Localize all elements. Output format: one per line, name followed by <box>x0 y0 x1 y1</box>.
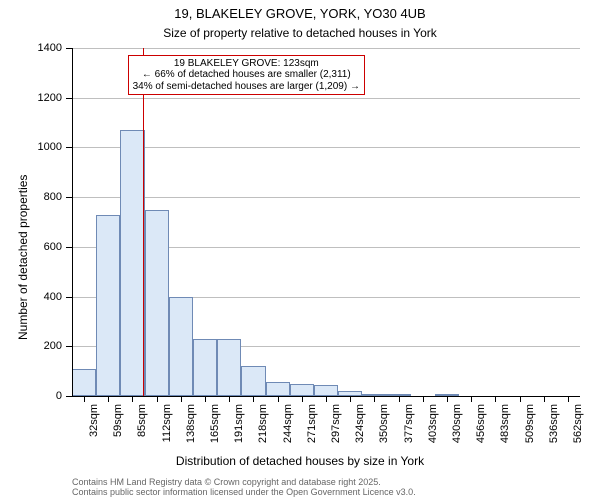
x-tick-label: 483sqm <box>499 404 511 443</box>
x-tick-label: 32sqm <box>88 404 100 437</box>
histogram-bar <box>266 382 290 396</box>
histogram-bar <box>290 384 314 396</box>
x-tick-label: 244sqm <box>282 404 294 443</box>
x-tick-label: 456sqm <box>475 404 487 443</box>
x-tick-label: 403sqm <box>427 404 439 443</box>
x-axis-line <box>72 396 580 397</box>
y-tick-label: 800 <box>44 191 62 203</box>
histogram-bar <box>145 210 169 396</box>
y-axis-line <box>72 48 73 396</box>
grid-line <box>72 197 580 198</box>
y-tick-label: 600 <box>44 241 62 253</box>
plot-area: 020040060080010001200140032sqm59sqm85sqm… <box>72 48 580 396</box>
x-tick-label: 191sqm <box>233 404 245 443</box>
histogram-bar <box>96 215 120 396</box>
x-tick-label: 271sqm <box>306 404 318 443</box>
chart-title: 19, BLAKELEY GROVE, YORK, YO30 4UB <box>0 6 600 21</box>
grid-line <box>72 147 580 148</box>
annotation-line: 34% of semi-detached houses are larger (… <box>133 81 360 93</box>
x-tick-label: 430sqm <box>451 404 463 443</box>
x-tick-label: 138sqm <box>185 404 197 443</box>
annotation-line: 19 BLAKELEY GROVE: 123sqm <box>133 58 360 70</box>
x-tick-label: 324sqm <box>354 404 366 443</box>
x-tick-label: 165sqm <box>209 404 221 443</box>
y-tick-label: 400 <box>44 291 62 303</box>
histogram-bar <box>241 366 265 396</box>
annotation-box: 19 BLAKELEY GROVE: 123sqm← 66% of detach… <box>128 55 365 96</box>
histogram-bar <box>314 385 338 396</box>
x-tick-label: 509sqm <box>524 404 536 443</box>
marker-line <box>143 48 144 396</box>
chart-container: 19, BLAKELEY GROVE, YORK, YO30 4UB Size … <box>0 0 600 500</box>
x-tick-label: 85sqm <box>136 404 148 437</box>
x-tick-label: 562sqm <box>572 404 584 443</box>
footnotes: Contains HM Land Registry data © Crown c… <box>72 478 416 498</box>
x-tick-label: 218sqm <box>257 404 269 443</box>
x-tick-label: 350sqm <box>378 404 390 443</box>
y-tick-label: 1200 <box>38 92 62 104</box>
x-tick-label: 59sqm <box>112 404 124 437</box>
histogram-bar <box>72 369 96 396</box>
grid-line <box>72 98 580 99</box>
y-tick-label: 1400 <box>38 42 62 54</box>
footnote-line: Contains public sector information licen… <box>72 488 416 498</box>
y-tick-label: 200 <box>44 340 62 352</box>
x-axis-label: Distribution of detached houses by size … <box>0 454 600 468</box>
y-axis-label: Number of detached properties <box>16 175 30 340</box>
y-tick-label: 0 <box>56 390 62 402</box>
histogram-bar <box>217 339 241 396</box>
histogram-bar <box>120 130 144 396</box>
x-tick-label: 377sqm <box>403 404 415 443</box>
histogram-bar <box>193 339 217 396</box>
x-tick-label: 112sqm <box>161 404 173 442</box>
x-tick-label: 297sqm <box>330 404 342 443</box>
histogram-bar <box>169 297 193 396</box>
y-tick-label: 1000 <box>38 141 62 153</box>
grid-line <box>72 48 580 49</box>
annotation-line: ← 66% of detached houses are smaller (2,… <box>133 69 360 81</box>
x-tick-label: 536sqm <box>548 404 560 443</box>
chart-subtitle: Size of property relative to detached ho… <box>0 26 600 40</box>
